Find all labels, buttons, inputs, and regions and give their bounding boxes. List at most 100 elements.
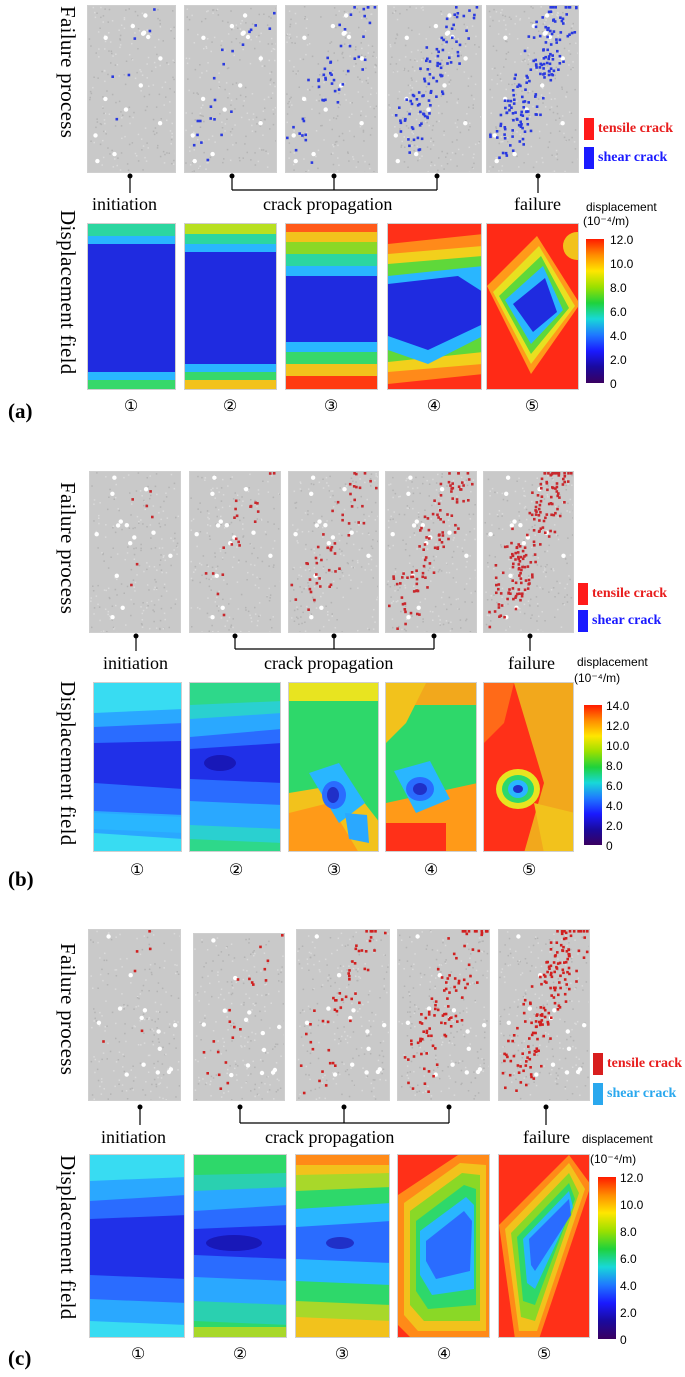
displacement-unit: (10⁻⁴/m) — [590, 1152, 637, 1166]
number-4: ④ — [436, 1344, 452, 1363]
number-2: ② — [222, 396, 238, 415]
legend-shear: shear crack — [584, 147, 667, 169]
shear-swatch — [593, 1083, 603, 1105]
stage-failure: failure — [514, 194, 561, 214]
colorbar-tick-1: 12.0 — [606, 719, 630, 733]
displacement-title: displacement — [582, 1132, 653, 1146]
colorbar-tick-5: 4.0 — [606, 799, 623, 813]
displacement-tile-2 — [184, 223, 277, 390]
displacement-title: displacement — [586, 200, 657, 214]
colorbar-tick-6: 0 — [620, 1333, 627, 1347]
number-1: ① — [129, 860, 145, 879]
failure-tile-3 — [296, 929, 390, 1101]
failure-tile-4 — [385, 471, 477, 633]
failure-tile-4 — [397, 929, 490, 1101]
failure-tile-1 — [88, 929, 181, 1101]
panel-letter: (a) — [8, 399, 33, 423]
displacement-tile-1 — [87, 223, 176, 390]
colorbar-tick-1: 10.0 — [620, 1198, 644, 1212]
colorbar-tick-7: 0 — [606, 839, 613, 853]
colorbar-tick-6: 0 — [610, 377, 617, 391]
displacement-unit: (10⁻⁴/m) — [583, 214, 630, 228]
colorbar-tick-0: 14.0 — [606, 699, 630, 713]
panel-c: Failure process Displacement field tensi… — [0, 915, 685, 1377]
number-2: ② — [228, 860, 244, 879]
tensile-swatch — [584, 118, 594, 140]
displacement-tile-5 — [498, 1154, 590, 1338]
colorbar-tick-4: 6.0 — [606, 779, 623, 793]
stage-initiation: initiation — [101, 1127, 166, 1147]
displacement-tile-4 — [387, 223, 482, 390]
failure-tile-1 — [87, 5, 176, 173]
colorbar-tick-4: 4.0 — [610, 329, 627, 343]
panel-b: Failure process Displacement field tensi… — [0, 455, 685, 900]
colorbar-tick-3: 6.0 — [620, 1252, 637, 1266]
legend-shear: shear crack — [578, 610, 661, 632]
stage-brackets — [137, 1104, 549, 1125]
failure-tile-3 — [288, 471, 379, 633]
colorbar-tick-5: 2.0 — [620, 1306, 637, 1320]
panel-letter: (b) — [8, 867, 34, 891]
legend-tensile: tensile crack — [593, 1053, 682, 1075]
legend-tensile: tensile crack — [578, 583, 667, 605]
colorbar-tick-6: 2.0 — [606, 819, 623, 833]
colorbar-tick-3: 6.0 — [610, 305, 627, 319]
tensile-swatch — [593, 1053, 603, 1075]
failure-tile-2 — [184, 5, 277, 173]
legend-shear: shear crack — [593, 1083, 676, 1105]
shear-label: shear crack — [592, 613, 662, 628]
colorbar-tick-2: 8.0 — [610, 281, 627, 295]
tensile-swatch — [578, 583, 588, 605]
panel-letter: (c) — [8, 1346, 32, 1370]
number-5: ⑤ — [521, 860, 537, 879]
displacement-tile-1 — [93, 682, 182, 852]
failure-tile-2 — [193, 933, 285, 1101]
failure-tile-4 — [387, 5, 482, 173]
number-4: ④ — [423, 860, 439, 879]
number-1: ① — [123, 396, 139, 415]
shear-label: shear crack — [598, 150, 668, 165]
colorbar-tick-0: 12.0 — [620, 1171, 644, 1185]
displacement-title: displacement — [577, 655, 648, 669]
tensile-label: tensile crack — [598, 121, 674, 136]
stage-failure: failure — [523, 1127, 570, 1147]
stage-propagation: crack propagation — [263, 194, 393, 214]
colorbar-tick-2: 8.0 — [620, 1225, 637, 1239]
failure-tile-5 — [483, 471, 574, 633]
displacement-tile-4 — [397, 1154, 490, 1338]
displacement-tile-2 — [189, 682, 281, 852]
number-3: ③ — [326, 860, 342, 879]
shear-swatch — [578, 610, 588, 632]
number-3: ③ — [323, 396, 339, 415]
stage-propagation: crack propagation — [265, 1127, 395, 1147]
legend-tensile: tensile crack — [584, 118, 673, 140]
displacement-tile-2 — [193, 1154, 287, 1338]
displacement-tile-3 — [288, 682, 379, 852]
displacement-tile-5 — [486, 223, 579, 390]
number-5: ⑤ — [536, 1344, 552, 1363]
stage-brackets — [127, 173, 541, 193]
number-1: ① — [130, 1344, 146, 1363]
displacement-unit: (10⁻⁴/m) — [574, 671, 621, 685]
failure-tile-3 — [285, 5, 378, 173]
number-5: ⑤ — [524, 396, 540, 415]
colorbar-tick-0: 12.0 — [610, 233, 634, 247]
number-3: ③ — [334, 1344, 350, 1363]
colorbar — [584, 705, 602, 845]
displacement-tile-5 — [483, 682, 574, 852]
failure-tile-2 — [189, 471, 281, 633]
tensile-label: tensile crack — [592, 586, 668, 601]
failure-tile-1 — [89, 471, 181, 633]
colorbar-tick-2: 10.0 — [606, 739, 630, 753]
tensile-label: tensile crack — [607, 1056, 683, 1071]
colorbar — [598, 1177, 616, 1339]
stage-initiation: initiation — [92, 194, 157, 214]
colorbar — [586, 239, 604, 383]
stage-brackets — [133, 633, 533, 651]
shear-label: shear crack — [607, 1086, 677, 1101]
colorbar-tick-3: 8.0 — [606, 759, 623, 773]
failure-tile-5 — [498, 929, 590, 1101]
failure-tile-5 — [486, 5, 579, 173]
displacement-tile-3 — [295, 1154, 390, 1338]
displacement-tile-4 — [385, 682, 477, 852]
